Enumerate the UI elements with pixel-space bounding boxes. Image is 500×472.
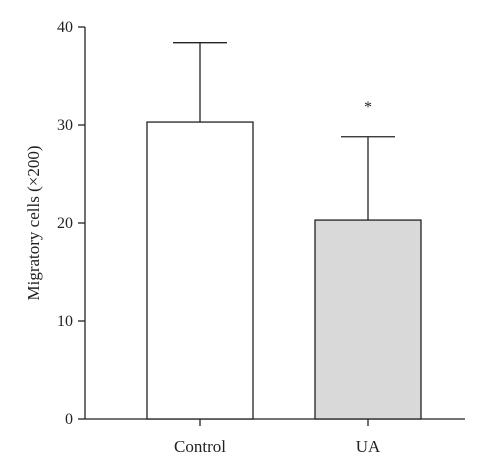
y-tick-label: 20 xyxy=(57,215,73,232)
bar xyxy=(314,219,422,420)
significance-marker: * xyxy=(364,99,372,116)
x-tick-label: UA xyxy=(356,437,381,456)
y-tick-label: 30 xyxy=(57,117,73,134)
labels: 0 10 20 30 40 Control UA * xyxy=(57,19,381,456)
y-tick-label: 10 xyxy=(57,313,73,330)
y-tick-label: 0 xyxy=(65,411,73,428)
x-tick-label: Control xyxy=(174,437,226,456)
bar xyxy=(146,121,254,420)
bars xyxy=(146,42,422,420)
y-axis-label: Migratory cells (×200) xyxy=(24,146,43,301)
y-tick-label: 40 xyxy=(57,19,73,36)
